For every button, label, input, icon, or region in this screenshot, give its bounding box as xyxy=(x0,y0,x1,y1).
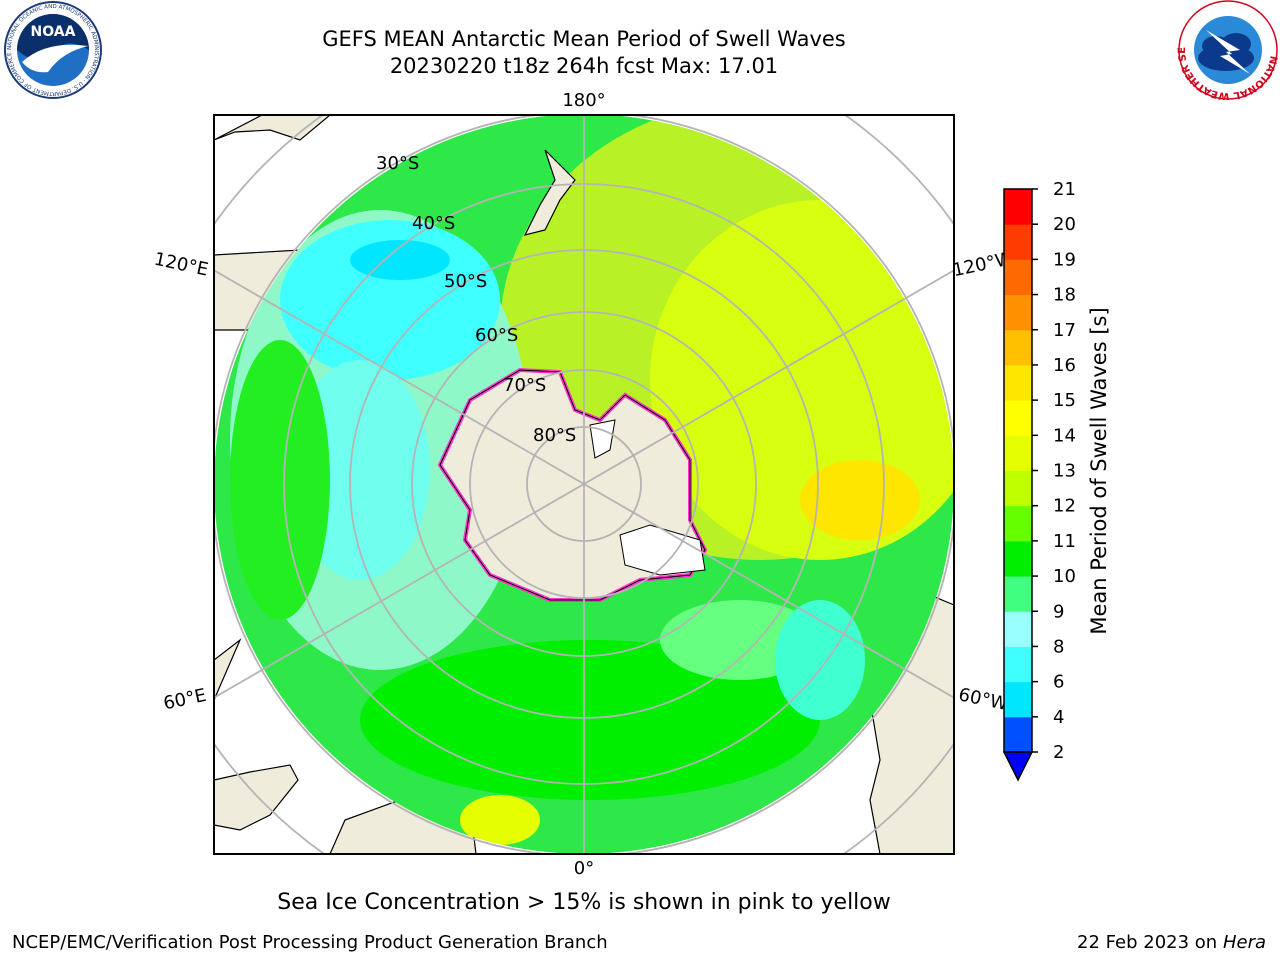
colorbar-tick-label: 8 xyxy=(1053,636,1064,657)
lon-label-60w: 60°W xyxy=(957,684,1010,715)
colorbar-segment xyxy=(1004,576,1032,612)
noaa-logo-text: NOAA xyxy=(31,24,76,40)
colorbar-segment xyxy=(1004,681,1032,718)
chart-title: GEFS MEAN Antarctic Mean Period of Swell… xyxy=(322,27,846,51)
colorbar-segment xyxy=(1004,611,1032,647)
lat-label-30s: 30°S xyxy=(376,153,419,174)
lon-label-60e: 60°E xyxy=(162,685,209,715)
colorbar-tick-label: 10 xyxy=(1053,566,1076,587)
colorbar-segment xyxy=(1004,364,1032,401)
lat-label-70s: 70°S xyxy=(503,375,546,396)
colorbar: 2 4 6 8 9 10 11 12 13 14 15 16 17 18 19 20 21 xyxy=(1002,179,1076,782)
colorbar-tick-label: 15 xyxy=(1053,390,1076,411)
colorbar-segment xyxy=(1004,646,1032,683)
colorbar-tick-label: 16 xyxy=(1053,355,1076,376)
colorbar-tick-label: 17 xyxy=(1053,320,1076,341)
credit-branch: NCEP/EMC/Verification Post Processing Pr… xyxy=(12,932,608,953)
lon-label-0: 0° xyxy=(574,858,594,879)
credit-date-text: 22 Feb 2023 on xyxy=(1077,932,1218,953)
credit-date: 22 Feb 2023 on Hera xyxy=(1077,932,1266,953)
ross-sea-ice xyxy=(589,419,616,459)
colorbar-tick-label: 20 xyxy=(1053,214,1076,235)
colorbar-tick-label: 6 xyxy=(1053,672,1064,693)
colorbar-under-arrow xyxy=(1002,751,1034,782)
noaa-logo: NATIONAL OCEANIC AND ATMOSPHERIC ADMINIS… xyxy=(4,1,102,99)
colorbar-segment xyxy=(1004,189,1032,225)
colorbar-label: Mean Period of Swell Waves [s] xyxy=(1087,307,1111,634)
map-frame xyxy=(213,114,955,855)
colorbar-segment xyxy=(1004,716,1032,753)
nws-logo: NATIONAL WEATHER SERVICE xyxy=(1176,0,1279,100)
colorbar-tick-label: 12 xyxy=(1053,496,1076,517)
colorbar-tick-label: 14 xyxy=(1053,425,1076,446)
colorbar-segment xyxy=(1004,259,1032,296)
colorbar-segment xyxy=(1004,294,1032,331)
colorbar-tick-label: 18 xyxy=(1053,285,1076,306)
colorbar-segment xyxy=(1004,400,1032,436)
lat-label-80s: 80°S xyxy=(533,425,576,446)
lon-label-120e: 120°E xyxy=(152,249,210,281)
colorbar-segment xyxy=(1004,505,1032,542)
lat-label-50s: 50°S xyxy=(444,271,487,292)
colorbar-segment xyxy=(1004,470,1032,507)
colorbar-tick-label: 13 xyxy=(1053,461,1076,482)
colorbar-tick-label: 11 xyxy=(1053,531,1076,552)
colorbar-segment xyxy=(1004,224,1032,260)
chart-subtitle: 20230220 t18z 264h fcst Max: 17.01 xyxy=(389,54,779,78)
colorbar-tick-label: 4 xyxy=(1053,707,1064,728)
colorbar-segment xyxy=(1004,329,1032,366)
colorbar-segment xyxy=(1004,540,1032,577)
colorbar-segment xyxy=(1004,435,1032,471)
land-madagascar xyxy=(214,764,299,831)
credit-machine: Hera xyxy=(1222,932,1266,953)
lat-label-40s: 40°S xyxy=(412,213,455,234)
lon-label-180: 180° xyxy=(562,90,605,111)
lat-label-60s: 60°S xyxy=(475,325,518,346)
land-top-left xyxy=(214,115,331,141)
colorbar-tick-label: 19 xyxy=(1053,249,1076,270)
colorbar-tick-label: 2 xyxy=(1053,742,1064,763)
sea-ice-note: Sea Ice Concentration > 15% is shown in … xyxy=(277,890,891,915)
colorbar-tick-label: 21 xyxy=(1053,179,1076,200)
colorbar-tick-label: 9 xyxy=(1053,601,1064,622)
